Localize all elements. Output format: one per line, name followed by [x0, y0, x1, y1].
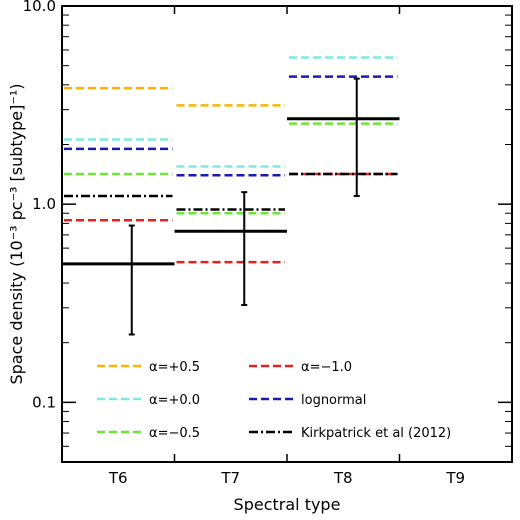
legend-label-4: lognormal [301, 393, 366, 408]
legend-label-2: α=−0.5 [149, 426, 200, 441]
x-axis-title: Spectral type [234, 495, 341, 514]
y-tick-label-0: 0.1 [32, 393, 56, 411]
plot-frame [61, 5, 513, 463]
plot-area [62, 56, 400, 336]
y-tick-label-1: 1.0 [32, 195, 56, 213]
legend-label-1: α=+0.0 [149, 393, 200, 408]
legend-label-3: α=−1.0 [301, 360, 352, 375]
legend: α=+0.5 α=+0.0 α=−0.5 α=−1.0 lognormal Kirkpat… [97, 360, 451, 441]
x-tick-label-2: T8 [333, 469, 353, 487]
x-tick-label-3: T9 [445, 469, 465, 487]
axes: 0.1 1.0 10.0 T6 T7 T8 T9 [23, 0, 512, 487]
legend-label-0: α=+0.5 [149, 360, 200, 375]
legend-label-5: Kirkpatrick et al (2012) [301, 426, 451, 441]
y-axis-title: Space density (10⁻³ pc⁻³ [subtype]⁻¹) [7, 84, 26, 385]
y-tick-label-2: 10.0 [23, 0, 56, 15]
x-tick-label-1: T7 [220, 469, 240, 487]
x-tick-label-0: T6 [108, 469, 128, 487]
